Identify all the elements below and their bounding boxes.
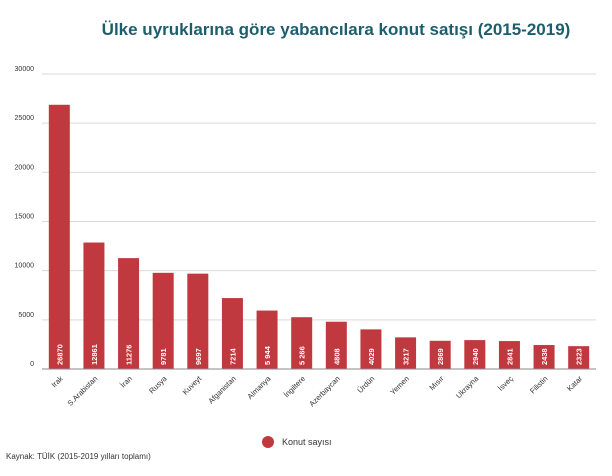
data-label: 9697 — [194, 348, 203, 365]
x-tick-label: Mısır — [427, 374, 446, 393]
x-tick-label: İran — [118, 374, 134, 390]
legend-label: Konut sayısı — [282, 437, 332, 447]
x-tick-label: Irak — [50, 374, 65, 389]
x-tick-label: Katar — [565, 374, 584, 393]
bar — [429, 340, 451, 369]
bar — [256, 310, 278, 369]
bar — [360, 329, 382, 369]
data-label: 9781 — [159, 348, 168, 365]
bar — [83, 242, 105, 369]
y-tick-label: 10000 — [15, 263, 35, 270]
y-tick-label: 0 — [30, 361, 34, 368]
bar — [221, 298, 243, 369]
legend: Konut sayısı — [262, 436, 332, 448]
x-axis-ticks: Irak S.Arabistan İran Rusya Kuveyt Afganistan… — [50, 373, 585, 408]
x-tick-label: S.Arabistan — [66, 374, 100, 408]
x-tick-label: Azerbaycan — [307, 374, 341, 408]
x-tick-label: İngiltere — [282, 374, 307, 399]
grid-lines — [42, 73, 596, 321]
bar — [568, 346, 590, 369]
x-tick-label: Rusya — [147, 373, 169, 395]
x-tick-label: Ukrayna — [454, 373, 481, 400]
bar — [118, 258, 140, 369]
y-tick-label: 20000 — [15, 164, 35, 171]
x-tick-label: Filistin — [528, 374, 549, 395]
bar — [395, 337, 417, 369]
data-label: 4029 — [367, 348, 376, 365]
data-labels: 26870 12861 11276 9781 9697 7214 5 944 5 266 480… — [55, 344, 583, 365]
data-label: 7214 — [228, 347, 237, 365]
x-tick-label: Ürdün — [356, 374, 377, 395]
bar — [325, 321, 347, 369]
bar — [464, 340, 486, 369]
x-tick-label: Kuveyt — [181, 373, 204, 396]
chart-title: Ülke uyruklarına göre yabancılara konut … — [101, 20, 571, 39]
x-tick-label: Yemen — [388, 374, 411, 397]
bar — [187, 273, 209, 369]
data-label: 2841 — [505, 348, 514, 365]
x-tick-label: Almanya — [245, 373, 273, 401]
data-label: 12861 — [90, 344, 99, 365]
data-label: 5 944 — [263, 345, 272, 365]
y-axis-ticks: 0 5000 10000 15000 20000 25000 30000 — [15, 66, 35, 368]
data-label: 26870 — [55, 344, 64, 365]
x-tick-label: Afganistan — [206, 374, 237, 405]
data-label: 11276 — [125, 345, 134, 365]
x-tick-label: İsveç — [496, 374, 515, 393]
data-label: 2869 — [436, 348, 445, 365]
legend-swatch — [262, 436, 274, 448]
bar — [291, 317, 313, 369]
source-note: Kaynak: TÜİK (2015-2019 yılları toplamı) — [6, 452, 151, 461]
y-tick-label: 15000 — [15, 214, 35, 221]
data-label: 2323 — [575, 348, 584, 365]
data-label: 2940 — [471, 348, 480, 365]
bar — [48, 104, 70, 370]
data-label: 2438 — [540, 348, 549, 365]
y-tick-label: 5000 — [18, 312, 34, 319]
bar — [498, 341, 520, 369]
y-tick-label: 30000 — [15, 66, 35, 73]
data-label: 3217 — [402, 348, 411, 365]
bars — [48, 104, 590, 370]
bar — [533, 345, 555, 369]
y-tick-label: 25000 — [15, 115, 35, 122]
data-label: 4808 — [332, 348, 341, 365]
bar — [152, 272, 174, 369]
data-label: 5 266 — [298, 346, 307, 365]
